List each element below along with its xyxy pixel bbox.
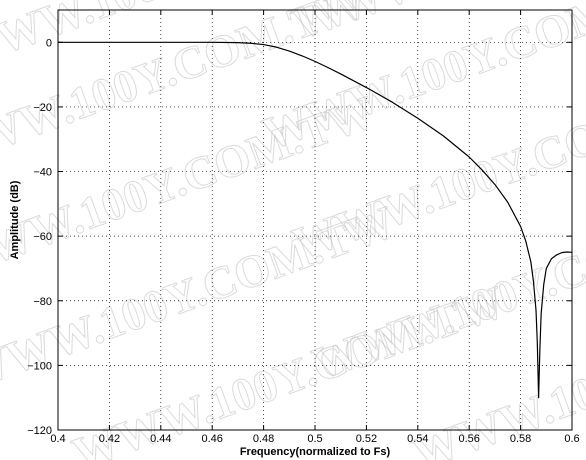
y-tick-label: 0: [46, 37, 52, 49]
x-tick-label: 0.56: [458, 433, 479, 445]
x-tick-label: 0.54: [407, 433, 428, 445]
x-tick-label: 0.58: [510, 433, 531, 445]
series-layer: [58, 41, 573, 399]
y-axis-label: Amplitude (dB): [9, 180, 21, 259]
y-tick-label: −100: [27, 360, 52, 372]
x-axis-label: Frequency(normalized to Fs): [240, 446, 391, 458]
y-tick-label: −20: [33, 102, 52, 114]
axis-ticks: 0.4 0.42 0.44 0.46 0.48 0.5 0.52 0.54 0.56 0.58 0.…: [27, 10, 580, 445]
grid: [58, 10, 572, 430]
x-tick-label: 0.42: [99, 433, 120, 445]
x-tick-label: 0.52: [356, 433, 377, 445]
x-tick-label: 0.5: [307, 433, 322, 445]
x-tick-label: 0.6: [564, 433, 579, 445]
x-tick-label: 0.48: [253, 433, 274, 445]
x-tick-label: 0.4: [50, 433, 65, 445]
y-tick-label: −40: [33, 167, 52, 179]
y-tick-label: −80: [33, 296, 52, 308]
y-tick-label: −120: [27, 425, 52, 437]
x-tick-label: 0.46: [201, 433, 222, 445]
y-tick-label: −60: [33, 231, 52, 243]
response-curve: [58, 41, 573, 399]
x-tick-label: 0.44: [150, 433, 171, 445]
